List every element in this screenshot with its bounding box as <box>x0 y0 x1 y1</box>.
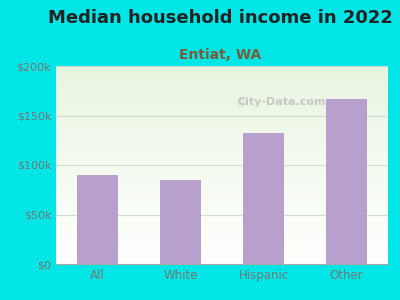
Text: Entiat, WA: Entiat, WA <box>179 48 261 62</box>
Bar <box>77 175 118 264</box>
Text: Median household income in 2022: Median household income in 2022 <box>48 9 392 27</box>
Bar <box>243 133 284 264</box>
Bar <box>160 180 201 264</box>
Text: City-Data.com: City-Data.com <box>238 97 326 106</box>
Bar <box>326 99 367 264</box>
Text: 🔍: 🔍 <box>237 97 243 106</box>
